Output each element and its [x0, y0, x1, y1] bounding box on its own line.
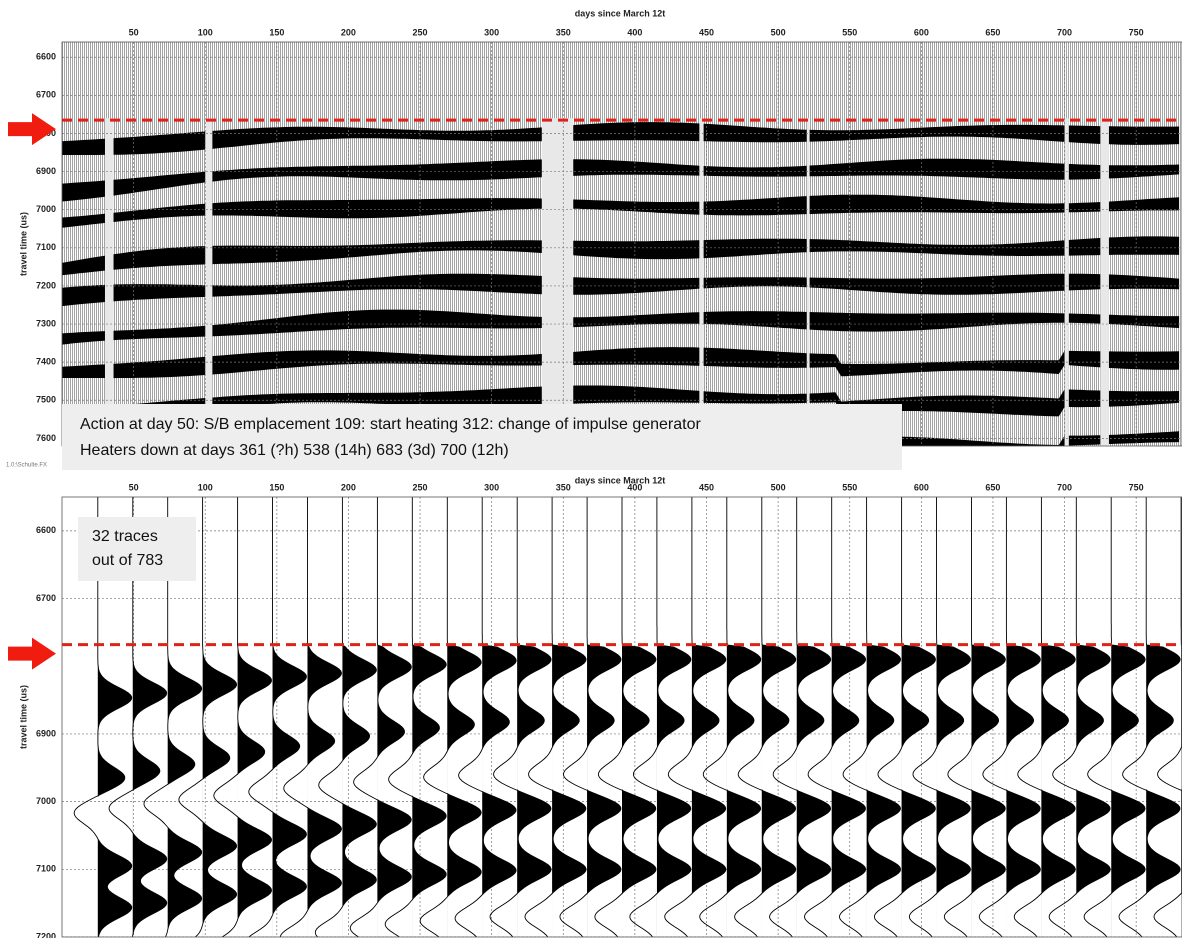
x-tick-label: 200: [341, 482, 356, 492]
x-tick-label: 100: [198, 27, 213, 37]
y-tick-label: 7400: [36, 357, 56, 367]
annotation-box: [62, 404, 902, 470]
trace-gap: [807, 118, 810, 446]
y-tick-label: 6700: [36, 90, 56, 100]
x-tick-label: 450: [699, 27, 714, 37]
trace-gap: [1065, 118, 1069, 446]
x-tick-label: 700: [1057, 482, 1072, 492]
red-arrow: [8, 638, 56, 670]
x-tick-label: 300: [484, 482, 499, 492]
y-tick-label: 7200: [36, 931, 56, 938]
x-axis-label: days since March 12t: [575, 8, 666, 18]
y-axis-label: travel time (us): [18, 685, 28, 749]
trace-gap: [105, 118, 114, 446]
annotation-line: 32 traces: [92, 528, 158, 545]
annotation-line: Heaters down at days 361 (?h) 538 (14h) …: [80, 442, 509, 459]
y-axis-label: travel time (us): [18, 212, 28, 276]
x-tick-label: 450: [699, 482, 714, 492]
x-tick-label: 300: [484, 27, 499, 37]
plot-area: [62, 497, 1182, 937]
trace-gap: [699, 118, 703, 446]
x-axis-label: days since March 12t: [575, 475, 666, 485]
x-tick-label: 750: [1129, 27, 1144, 37]
y-tick-label: 7200: [36, 280, 56, 290]
y-tick-label: 7000: [36, 204, 56, 214]
trace-gap: [1100, 118, 1109, 446]
x-tick-label: 50: [129, 27, 139, 37]
x-tick-label: 150: [269, 27, 284, 37]
x-tick-label: 550: [842, 27, 857, 37]
x-tick-label: 600: [914, 27, 929, 37]
x-tick-label: 500: [771, 482, 786, 492]
y-tick-label: 7100: [36, 864, 56, 874]
y-tick-label: 7000: [36, 796, 56, 806]
x-tick-label: 500: [771, 27, 786, 37]
y-tick-label: 7600: [36, 433, 56, 443]
y-tick-label: 7100: [36, 242, 56, 252]
y-tick-label: 6700: [36, 593, 56, 603]
trace-gap: [542, 118, 573, 446]
y-tick-label: 6600: [36, 525, 56, 535]
y-tick-label: 6600: [36, 52, 56, 62]
x-tick-label: 700: [1057, 27, 1072, 37]
x-tick-label: 750: [1129, 482, 1144, 492]
x-tick-label: 350: [556, 482, 571, 492]
x-tick-label: 650: [985, 482, 1000, 492]
y-tick-label: 7300: [36, 318, 56, 328]
x-tick-label: 150: [269, 482, 284, 492]
figure: 6600670068006900700071007200730074007500…: [0, 0, 1182, 938]
annotation-box: [78, 517, 196, 581]
x-tick-label: 100: [198, 482, 213, 492]
trace-gap: [205, 118, 212, 446]
x-tick-label: 50: [129, 482, 139, 492]
x-tick-label: 250: [413, 27, 428, 37]
red-arrow: [8, 113, 56, 145]
x-tick-label: 550: [842, 482, 857, 492]
plot-area: [62, 42, 1182, 462]
file-label: 1.0:\Schulte.FX: [6, 463, 47, 469]
annotation-line: out of 783: [92, 552, 163, 569]
annotation-line: Action at day 50: S/B emplacement 109: s…: [80, 416, 702, 433]
y-tick-label: 6900: [36, 166, 56, 176]
x-tick-label: 400: [627, 27, 642, 37]
x-tick-label: 200: [341, 27, 356, 37]
y-tick-label: 6900: [36, 728, 56, 738]
x-tick-label: 350: [556, 27, 571, 37]
y-tick-label: 7500: [36, 395, 56, 405]
x-tick-label: 600: [914, 482, 929, 492]
x-tick-label: 250: [413, 482, 428, 492]
x-tick-label: 650: [985, 27, 1000, 37]
